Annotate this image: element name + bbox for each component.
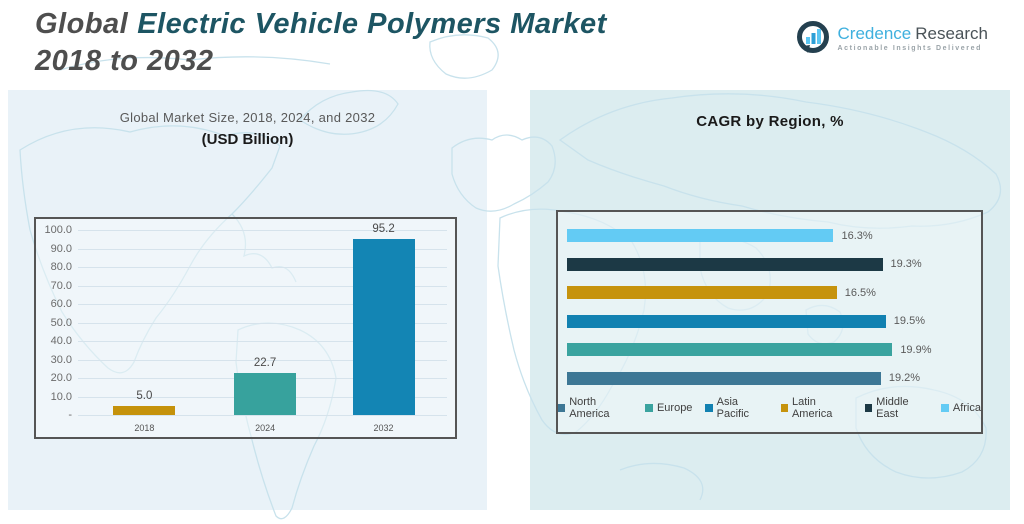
cagr-panel: CAGR by Region, % 16.3% 19.3% 16.5% 19.5% 19… xyxy=(530,90,1010,510)
y-axis-tick-label: 90.0 xyxy=(50,242,72,255)
bar-europe xyxy=(567,343,893,356)
legend-swatch xyxy=(940,404,949,412)
bar-value-label: 19.5% xyxy=(893,315,925,327)
cagr-legend: North America Europe Asia Pacific Latin Ame… xyxy=(558,396,981,420)
legend-item: Africa xyxy=(940,396,981,420)
bar-value-label: 16.3% xyxy=(841,229,873,242)
x-axis-category-label: 2024 xyxy=(255,423,276,433)
legend-label: North America xyxy=(569,396,610,420)
cagr-plot-area: 16.3% 19.3% 16.5% 19.5% 19.9% 19.2% xyxy=(567,229,943,400)
legend-label: Asia Pacific xyxy=(716,396,750,420)
cagr-bar-row: 19.2% xyxy=(567,371,943,385)
x-axis-category-label: 2018 xyxy=(134,423,155,433)
credence-research-logo: Credence Research Actionable Insights Del… xyxy=(795,20,988,56)
legend-item: Europe xyxy=(644,396,693,420)
bar-africa xyxy=(567,229,834,242)
cagr-bar-row: 16.3% xyxy=(567,229,943,242)
legend-swatch xyxy=(780,404,788,412)
y-axis-tick-label: 50.0 xyxy=(50,316,72,329)
legend-swatch xyxy=(558,404,566,412)
bar-value-label: 19.3% xyxy=(890,258,922,270)
legend-label: Latin America xyxy=(791,396,833,420)
bar-latin-america xyxy=(567,286,837,299)
cagr-chart-title: CAGR by Region, % xyxy=(696,113,844,130)
bar-north-america xyxy=(567,371,881,385)
y-axis-tick-label: 80.0 xyxy=(50,261,72,273)
cagr-bar-row: 19.3% xyxy=(567,257,943,271)
y-axis-tick-label: - xyxy=(68,409,72,421)
page-title: Global Electric Vehicle Polymers Market 2… xyxy=(35,6,607,80)
x-axis-category-label: 2032 xyxy=(373,423,394,433)
title-part-teal: Electric Vehicle Polymers Market xyxy=(137,8,607,40)
y-axis-tick-label: 60.0 xyxy=(50,298,72,310)
bar-2032 xyxy=(352,238,415,415)
legend-swatch xyxy=(644,404,653,412)
y-axis-tick-label: 40.0 xyxy=(50,335,72,347)
bar-2018 xyxy=(113,405,176,415)
logo-brand-secondary: Research xyxy=(915,23,988,43)
cagr-bar-row: 19.9% xyxy=(567,343,943,356)
legend-label: Africa xyxy=(952,402,981,414)
bar-value-label: 19.2% xyxy=(888,372,921,384)
y-axis-tick-label: 20.0 xyxy=(50,372,72,384)
bar-chart-circle-icon xyxy=(796,21,829,53)
legend-item: Latin America xyxy=(780,396,852,420)
legend-item: Middle East xyxy=(864,396,928,420)
cagr-bar-row: 19.5% xyxy=(567,314,943,328)
bar-value-label: 19.9% xyxy=(900,343,932,356)
bar-value-label: 5.0 xyxy=(136,389,153,402)
bar-value-label: 95.2 xyxy=(372,222,395,235)
market-size-panel: Global Market Size, 2018, 2024, and 2032… xyxy=(8,90,487,510)
legend-swatch xyxy=(864,404,873,412)
bar-value-label: 16.5% xyxy=(844,286,876,299)
y-axis-tick-label: 100.0 xyxy=(44,224,72,236)
legend-label: Middle East xyxy=(876,396,909,420)
legend-item: Asia Pacific xyxy=(705,396,767,420)
market-size-chart-title: Global Market Size, 2018, 2024, and 2032 xyxy=(119,110,376,125)
gridline xyxy=(78,415,447,416)
y-axis-tick-label: 30.0 xyxy=(50,353,72,366)
bar-2024 xyxy=(234,373,297,415)
market-size-plot-area: 100.0 90.0 80.0 70.0 60.0 50.0 40.0 30.0 20.0 10.… xyxy=(44,223,447,433)
bar-middle-east xyxy=(567,257,883,271)
cagr-chart: 16.3% 19.3% 16.5% 19.5% 19.9% 19.2% North Ame… xyxy=(556,210,983,434)
logo-tagline: Actionable Insights Delivered xyxy=(837,44,982,52)
cagr-bar-row: 16.5% xyxy=(567,286,943,299)
logo-text: Credence Research Actionable Insights Del… xyxy=(838,25,988,52)
legend-swatch xyxy=(705,404,713,412)
legend-label: Europe xyxy=(656,402,693,414)
market-size-chart-subtitle: (USD Billion) xyxy=(201,131,294,148)
bar-value-label: 22.7 xyxy=(253,357,277,370)
market-size-chart: 100.0 90.0 80.0 70.0 60.0 50.0 40.0 30.0 20.0 10.… xyxy=(34,217,457,439)
y-axis-tick-label: 10.0 xyxy=(50,390,72,403)
bar-asia-pacific xyxy=(567,314,886,328)
legend-item: North America xyxy=(558,396,632,420)
logo-brand-primary: Credence xyxy=(837,23,912,43)
title-part-gray: Global xyxy=(35,8,129,40)
y-axis-tick-label: 70.0 xyxy=(50,279,72,292)
title-line2: 2018 to 2032 xyxy=(35,45,214,78)
header: Global Electric Vehicle Polymers Market 2… xyxy=(0,0,1024,90)
